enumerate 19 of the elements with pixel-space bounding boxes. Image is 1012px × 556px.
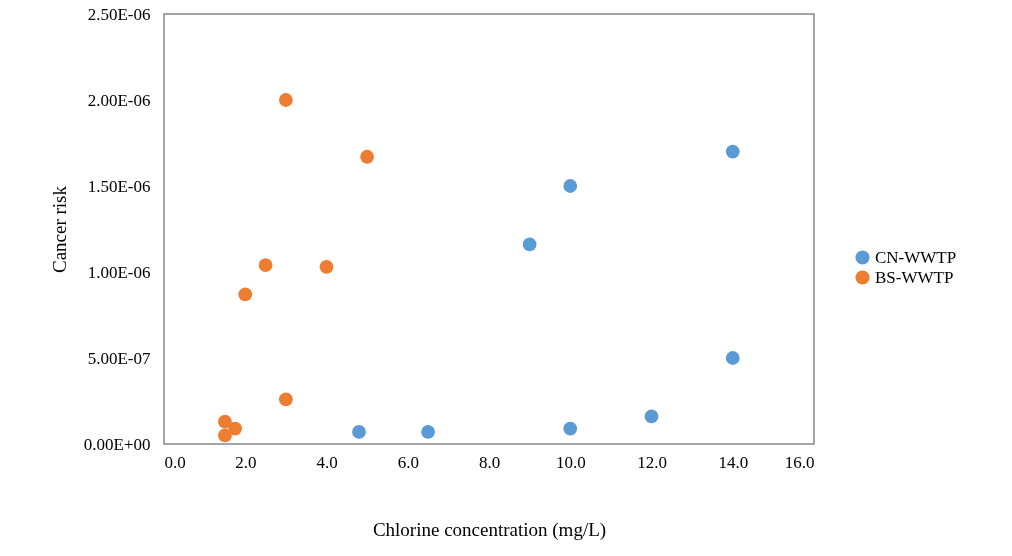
x-tick-label: 4.0 <box>316 452 338 472</box>
legend-label: CN-WWTP <box>875 247 957 267</box>
x-tick-label: 0.0 <box>164 452 186 472</box>
y-tick-label: 2.50E-06 <box>87 4 151 24</box>
y-tick-label: 1.50E-06 <box>87 176 151 196</box>
y-tick-label: 2.00E-06 <box>87 90 151 110</box>
x-tick-label: 6.0 <box>397 452 419 472</box>
y-tick-label: 5.00E-07 <box>87 348 151 368</box>
x-tick-label: 8.0 <box>478 452 501 472</box>
y-tick-label: 0.00E+00 <box>83 434 151 454</box>
x-axis-title: Chlorine concentration (mg/L) <box>372 518 607 541</box>
x-tick-label: 14.0 <box>718 452 749 472</box>
y-axis-title: Cancer risk <box>48 185 70 274</box>
y-tick-label: 1.00E-06 <box>87 262 151 282</box>
x-tick-label: 12.0 <box>637 452 667 472</box>
x-tick-label: 10.0 <box>555 452 586 472</box>
legend-label: BS-WWTP <box>875 267 954 287</box>
x-tick-label: 2.0 <box>235 452 257 472</box>
x-tick-label: 16.0 <box>784 452 815 472</box>
